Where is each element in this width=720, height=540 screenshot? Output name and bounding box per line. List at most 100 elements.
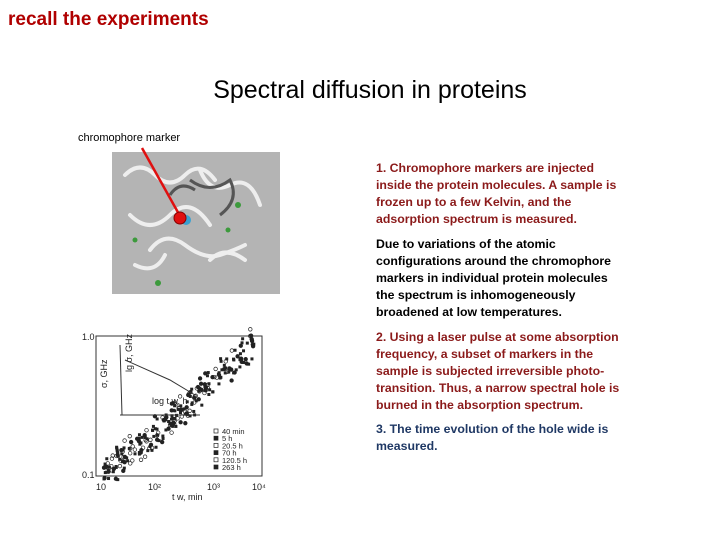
scatter-dot xyxy=(136,438,142,444)
scatter-dot xyxy=(169,430,174,435)
scatter-dot xyxy=(115,449,119,453)
paragraph: 2. Using a laser pulse at some absorptio… xyxy=(376,330,620,412)
scatter-dot xyxy=(229,378,234,383)
scatter-dot xyxy=(238,343,243,348)
scatter-dot xyxy=(248,327,253,332)
scatter-dot xyxy=(118,457,122,461)
scatter-dot xyxy=(122,466,126,470)
scatter-dot xyxy=(194,399,198,403)
scatter-dot xyxy=(144,439,149,444)
scatter-dot xyxy=(145,437,149,441)
scatter-dot xyxy=(232,370,237,375)
scatter-dot xyxy=(170,414,174,418)
scatter-dot xyxy=(232,357,236,361)
scatter-dot xyxy=(169,417,173,421)
scatter-dot xyxy=(161,434,165,438)
scatter-dot xyxy=(198,381,204,386)
scatter-dot xyxy=(103,462,107,466)
scatter-dot xyxy=(196,397,201,402)
scatter-dot xyxy=(121,459,125,463)
scatter-dot xyxy=(151,428,155,432)
legend-symbol xyxy=(213,464,219,470)
legend-label: 70 h xyxy=(222,449,237,458)
scatter-dot xyxy=(126,459,130,463)
scatter-dot xyxy=(187,408,192,413)
scatter-dot xyxy=(248,333,253,339)
paragraph: 3. The time evolution of the hole wide i… xyxy=(376,422,609,453)
scatter-dot xyxy=(225,357,229,361)
scatter-dot xyxy=(118,458,123,463)
scatter-dot xyxy=(132,447,137,452)
scatter-dot xyxy=(128,461,133,466)
scatter-dot xyxy=(173,409,177,413)
scatter-dot xyxy=(155,433,159,437)
scatter-dot xyxy=(208,388,212,392)
scatter-dot xyxy=(107,477,111,481)
scatter-dot xyxy=(240,341,244,345)
scatter-dot xyxy=(128,439,134,445)
scatter-dot xyxy=(120,452,124,456)
scatter-dot xyxy=(173,402,178,407)
x-label: 10 xyxy=(96,482,106,492)
scatter-dot xyxy=(152,434,156,438)
scatter-dot xyxy=(243,357,248,362)
scatter-dot xyxy=(151,424,155,428)
scatter-dot xyxy=(122,446,126,450)
scatter-dot xyxy=(117,463,123,469)
scatter-dot xyxy=(169,408,174,413)
scatter-dot xyxy=(217,371,221,375)
scatter-dot xyxy=(229,348,235,353)
scatter-dot xyxy=(196,385,200,389)
paragraph: 1. Chromophore markers are injected insi… xyxy=(376,161,617,226)
scatter-dot xyxy=(249,338,255,344)
scatter-dot xyxy=(137,433,141,437)
scatter-dot xyxy=(190,402,194,406)
scatter-dot xyxy=(160,439,165,445)
x-label: 10³ xyxy=(207,482,220,492)
scatter-dot xyxy=(114,465,118,469)
scatter-dot xyxy=(202,382,207,387)
scatter-dot xyxy=(150,448,154,452)
scatter-dot xyxy=(242,349,246,353)
scatter-dot xyxy=(227,366,232,371)
scatter-dot xyxy=(133,452,137,456)
scatter-dot xyxy=(218,376,222,380)
scatter-dot xyxy=(144,428,149,433)
scatter-dot xyxy=(155,433,160,438)
legend-label: 120.5 h xyxy=(222,456,247,465)
scatter-dot xyxy=(167,420,171,424)
scatter-dot xyxy=(161,436,165,440)
scatter-dot xyxy=(105,461,110,466)
scatter-dot xyxy=(219,359,223,363)
scatter-dot xyxy=(218,373,222,377)
scatter-dot xyxy=(250,357,254,361)
scatter-dot xyxy=(185,400,189,404)
scatter-dot xyxy=(178,411,182,415)
scatter-dot xyxy=(222,363,226,367)
scatter-dot xyxy=(140,445,146,450)
scatter-dot xyxy=(115,446,119,450)
scatter-dot xyxy=(105,457,109,461)
legend-symbol xyxy=(213,457,219,463)
scatter-dot xyxy=(206,371,210,375)
scatter-dot xyxy=(192,409,196,413)
scatter-dot xyxy=(142,454,148,459)
x-label: 10⁴ xyxy=(252,482,266,492)
scatter-dot xyxy=(148,437,153,442)
legend-label: 263 h xyxy=(222,463,241,472)
y-label: 0.1 xyxy=(82,470,95,480)
legend-label: 5 h xyxy=(222,434,232,443)
scatter-dot xyxy=(116,454,120,458)
x-title: t w, min xyxy=(172,492,203,502)
scatter-dot xyxy=(183,412,187,416)
y-label: 1.0 xyxy=(82,332,95,342)
scatter-dot xyxy=(140,435,144,439)
scatter-dot xyxy=(211,390,215,394)
scatter-dot xyxy=(217,382,221,386)
scatter-dot xyxy=(127,434,132,439)
scatter-dot xyxy=(241,337,245,341)
scatter-dot xyxy=(119,447,124,453)
inset-y-title: lg σ, GHz xyxy=(124,333,134,372)
scatter-dot xyxy=(138,457,144,462)
